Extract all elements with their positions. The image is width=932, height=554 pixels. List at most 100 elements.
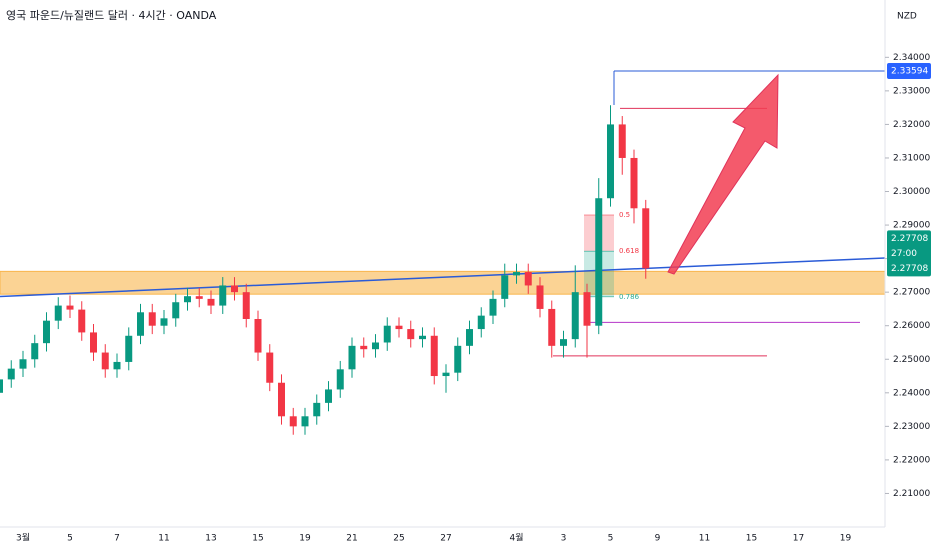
candle-body [31,343,39,360]
candle-body [336,369,344,390]
candle-body [184,296,191,303]
candle-body [489,298,497,316]
candle-body [607,124,614,199]
x-tick-label: 21 [346,534,357,544]
candle-body [43,320,50,344]
candle-body [207,298,215,306]
price-tag [887,230,931,277]
candle-body [595,198,603,326]
candle-body [372,342,379,350]
candle-body [583,292,591,326]
x-tick-label: 27 [440,534,451,544]
price-tag [887,62,931,79]
x-tick-label: 7 [114,534,120,544]
price-tag-label: 2.27708 [891,264,928,274]
candle-body [571,292,579,340]
x-tick-label: 5 [67,534,73,544]
candle-body [78,309,86,333]
fib-label: 0.786 [619,293,640,301]
x-tick-label: 11 [158,534,169,544]
y-tick-label: 2.29000 [893,221,930,231]
candle-body [477,315,485,330]
candle-body [195,296,203,299]
x-tick-label: 5 [608,534,614,544]
y-tick-label: 2.22000 [893,455,930,465]
y-tick-label: 2.32000 [893,120,930,130]
candle-body [395,325,403,330]
x-tick-label: 15 [746,534,757,544]
candle-body [325,389,332,403]
candle-body [301,416,309,427]
candle-body [289,416,297,427]
arrow [667,73,779,275]
candle-body [125,335,133,362]
candle-body [266,352,274,383]
candle-body [242,292,250,319]
x-tick-label: 15 [252,534,263,544]
y-tick-label: 2.25000 [893,355,930,365]
candle-body [466,329,473,346]
y-tick-label: 2.33000 [893,86,930,96]
candle-body [618,124,626,158]
candle-body [7,368,15,380]
candle-body [137,312,144,336]
candle-body [454,345,462,373]
candle-body [383,325,391,343]
price-tag-label: 2.33594 [891,66,928,76]
candle-body [231,285,238,293]
fib-label: 0.5 [619,211,630,219]
candle-body [407,329,415,340]
fib-label: 0.618 [619,247,639,255]
candle-body [101,352,109,370]
candle-body [419,335,426,340]
candle-body [430,335,438,377]
candle-body [148,312,156,326]
candle-body [524,272,532,286]
candle-body [642,208,650,269]
unit-label: NZD [897,12,917,22]
y-tick-label: 2.34000 [893,53,930,63]
candle-body [90,332,97,353]
candle-body [219,285,227,306]
countdown: 27:00 [891,249,917,259]
candle-body [54,305,62,321]
candle-body [19,359,27,369]
y-tick-label: 2.31000 [893,153,930,163]
x-tick-label: 17 [793,534,804,544]
x-tick-label: 19 [299,534,311,544]
trendline [0,257,885,298]
candle-body [278,382,285,417]
candle-body [160,318,168,326]
chart-title: 영국 파운드/뉴질랜드 달러 · 4시간 · OANDA [6,9,217,22]
y-tick-label: 2.27000 [893,288,930,298]
x-tick-label: 13 [205,534,216,544]
candle-body [313,402,321,417]
candle-body [360,345,368,350]
candle-body [172,302,180,319]
candle-body [442,372,450,377]
candle-body [513,272,520,276]
candle-body [630,157,638,209]
candle-body [348,345,356,370]
x-tick-label: 11 [699,534,710,544]
x-tick-label: 4월 [509,532,523,544]
y-tick-label: 2.23000 [893,422,930,432]
y-tick-label: 2.21000 [893,489,930,499]
candle-body [501,275,509,299]
candle-body [113,361,121,370]
candle-body [536,285,544,309]
y-tick-label: 2.24000 [893,388,930,398]
candle-body [560,339,567,346]
candle-body [254,319,262,353]
y-tick-label: 2.26000 [893,321,930,331]
plot-area: 0.5 0.618 0.786 [0,70,885,435]
candle-body [548,308,556,346]
y-tick-label: 2.30000 [893,187,930,197]
x-tick-label: 3 [561,534,567,544]
x-tick-label: 3월 [16,532,30,544]
x-tick-label: 9 [655,534,661,544]
x-tick-label: 19 [840,534,852,544]
candle-body [66,305,74,310]
candle-body [0,379,3,393]
